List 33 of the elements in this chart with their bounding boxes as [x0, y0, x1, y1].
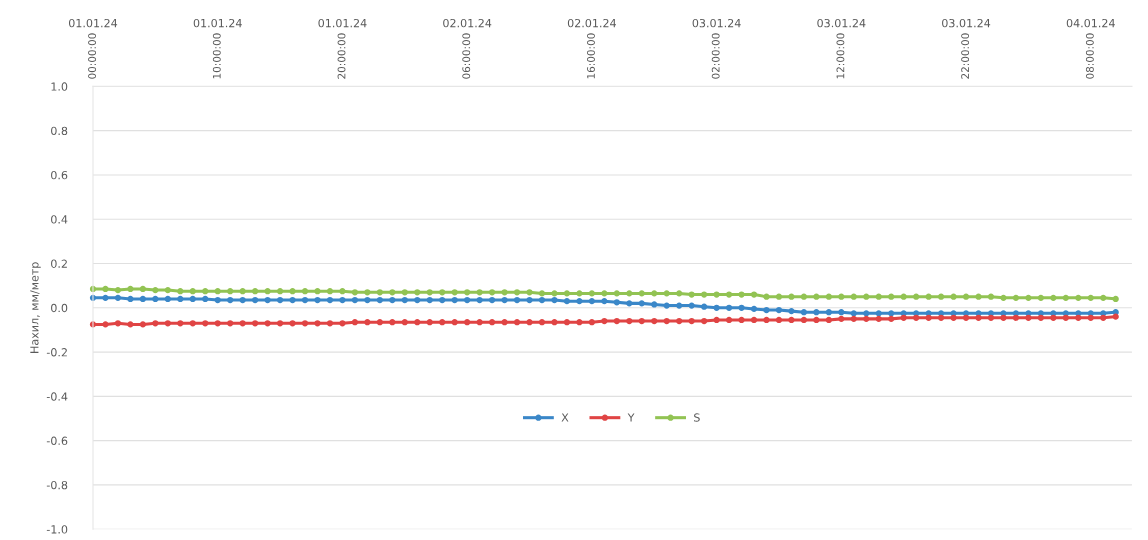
legend-label: Y — [627, 413, 635, 422]
x-tick-label: 22:00:00 — [961, 33, 970, 79]
legend-label: S — [694, 413, 700, 422]
x2-tick-label: 01.01.24 — [68, 18, 118, 28]
x-tick-label: 12:00:00 — [836, 33, 845, 79]
x2-tick-label: 03.01.24 — [942, 18, 991, 28]
y-tick-label: -0.2 — [46, 348, 67, 357]
y-axis-title: Нахил, мм/метр — [30, 262, 41, 353]
y-tick-label: -0.8 — [46, 480, 68, 490]
x-tick-label: 06:00:00 — [462, 33, 471, 79]
y-tick-label: 0.2 — [51, 259, 67, 268]
legend-label: X — [561, 413, 569, 422]
x-tick-label: 20:00:00 — [337, 33, 346, 79]
x2-tick-label: 01.01.24 — [318, 18, 367, 28]
y-tick-label: 0.0 — [51, 303, 68, 313]
y-tick-label: -1.0 — [46, 525, 68, 534]
y-tick-label: -0.6 — [46, 436, 68, 446]
x-tick-label: 00:00:00 — [88, 33, 97, 79]
x-tick-label: 08:00:00 — [1085, 33, 1094, 79]
y-tick-label: 0.4 — [51, 215, 68, 224]
x2-tick-label: 04.01.24 — [1066, 18, 1115, 28]
x-tick-label: 02:00:00 — [711, 33, 720, 79]
x2-tick-label: 01.01.24 — [193, 18, 242, 28]
x2-tick-label: 03.01.24 — [817, 18, 866, 28]
x2-tick-label: 02.01.24 — [443, 18, 492, 28]
x2-tick-label: 03.01.24 — [692, 18, 741, 28]
x-tick-label: 10:00:00 — [212, 33, 221, 79]
y-tick-label: 1.0 — [51, 82, 68, 91]
y-tick-label: -0.4 — [46, 392, 68, 401]
y-tick-label: 0.6 — [51, 170, 68, 180]
x2-tick-label: 02.01.24 — [567, 18, 616, 28]
y-tick-label: 0.8 — [51, 126, 68, 136]
x-tick-label: 16:00:00 — [587, 33, 595, 79]
